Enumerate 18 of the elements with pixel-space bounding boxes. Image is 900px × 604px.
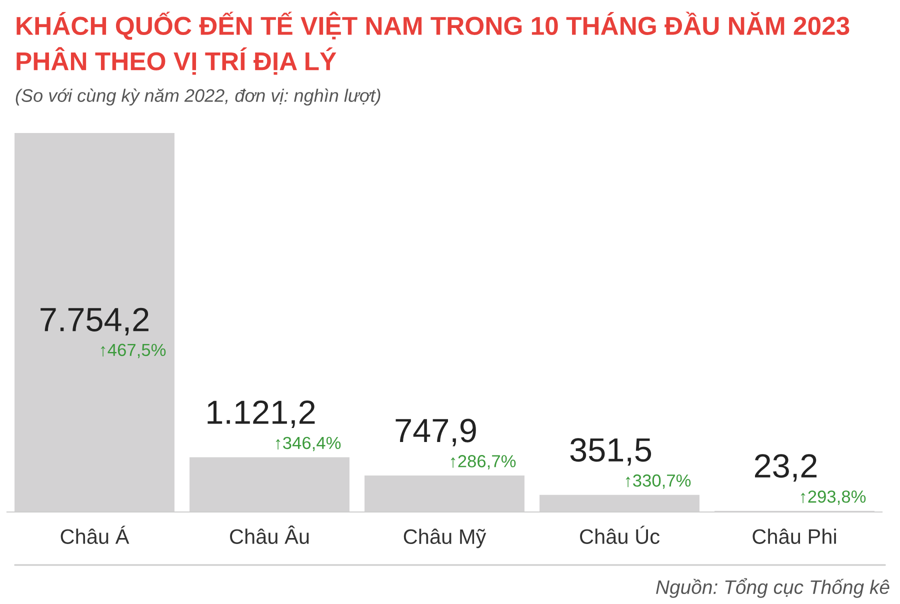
data-label: 23,2 bbox=[754, 454, 817, 482]
x-tick-label: Châu Âu bbox=[230, 526, 309, 544]
data-label: 7.754,2 bbox=[40, 308, 148, 336]
x-tick-label: Châu Úc bbox=[580, 526, 660, 544]
chart-title: KHÁCH QUỐC ĐẾN TẾ VIỆT NAM TRONG 10 THÁNG ĐẦU NĂM 2023 PHÂN THEO VỊ TRÍ ĐỊA LÝ bbox=[16, 12, 850, 75]
annotation: ↑293,8% bbox=[800, 490, 866, 505]
x-tick-label: Châu Mỹ bbox=[404, 528, 486, 548]
annotation: ↑346,4% bbox=[276, 436, 341, 452]
data-label: 351,5 bbox=[570, 438, 652, 466]
data-label: 1.121,2 bbox=[208, 400, 315, 428]
data-label: 747,9 bbox=[396, 418, 476, 446]
annotation: ↑286,7% bbox=[450, 455, 516, 470]
annotation: ↑467,5% bbox=[100, 344, 166, 358]
chart-subtitle: (So với cùng kỳ năm 2022, đơn vị: nghìn lượt) bbox=[16, 88, 380, 106]
text: Nguồn: Tổng cục Thống kê bbox=[656, 578, 890, 598]
x-tick-label: Châu Phi bbox=[752, 528, 836, 544]
x-tick-label: Châu Á bbox=[60, 526, 130, 544]
annotation: ↑330,7% bbox=[626, 474, 691, 489]
